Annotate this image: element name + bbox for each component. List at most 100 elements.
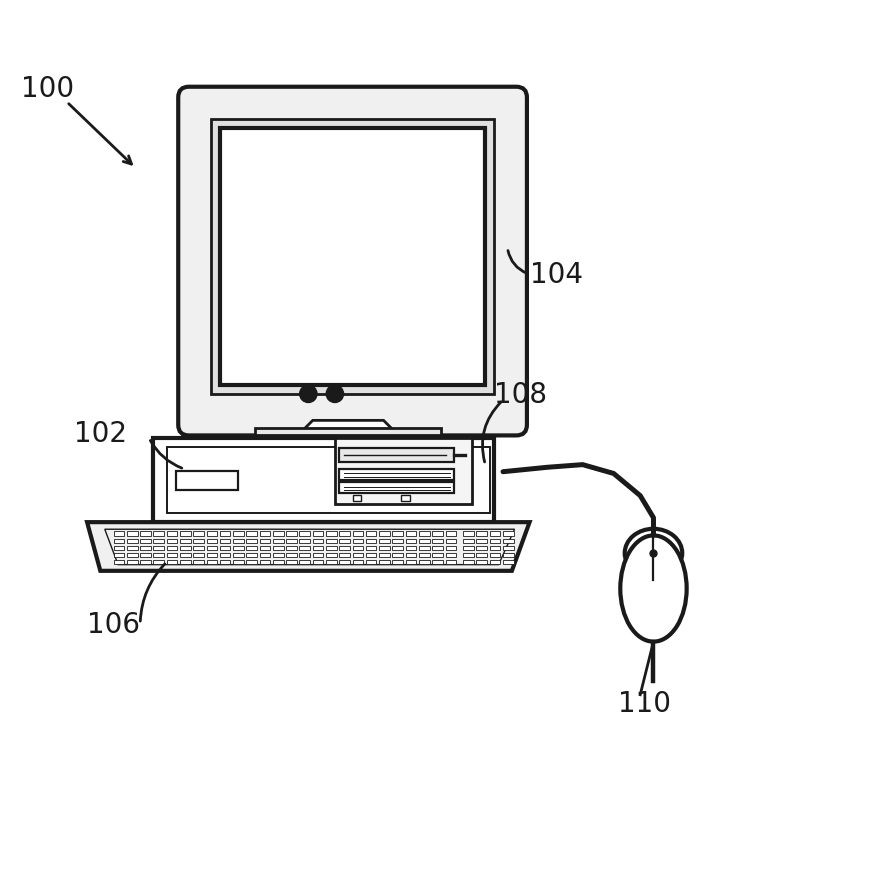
Bar xyxy=(490,545,501,550)
Bar xyxy=(392,538,403,543)
Bar xyxy=(353,559,364,565)
Bar xyxy=(259,538,270,543)
Bar xyxy=(432,545,443,550)
Bar xyxy=(380,545,389,550)
Bar xyxy=(339,448,454,462)
Bar xyxy=(220,128,486,385)
Bar xyxy=(401,495,410,501)
Bar xyxy=(127,545,137,550)
Bar xyxy=(286,559,297,565)
Bar xyxy=(405,545,416,550)
Bar xyxy=(339,531,350,535)
Bar xyxy=(114,531,124,535)
Bar xyxy=(114,552,124,558)
Bar xyxy=(313,559,323,565)
Bar xyxy=(193,552,204,558)
Bar xyxy=(353,552,364,558)
Bar xyxy=(247,538,257,543)
Bar xyxy=(259,531,270,535)
Bar xyxy=(167,447,490,513)
Bar xyxy=(180,559,191,565)
Bar xyxy=(273,531,283,535)
Text: 100: 100 xyxy=(20,75,74,104)
Bar xyxy=(153,559,164,565)
Circle shape xyxy=(327,386,343,402)
Bar xyxy=(446,559,456,565)
Bar xyxy=(127,538,137,543)
Bar xyxy=(207,545,217,550)
Bar xyxy=(233,538,244,543)
Bar xyxy=(273,552,283,558)
Bar xyxy=(335,438,472,504)
Bar xyxy=(140,538,151,543)
Ellipse shape xyxy=(625,529,683,577)
Bar xyxy=(299,531,310,535)
FancyBboxPatch shape xyxy=(178,87,527,435)
Bar xyxy=(193,559,204,565)
Bar xyxy=(211,119,495,394)
Bar xyxy=(273,538,283,543)
Bar xyxy=(153,552,164,558)
Bar xyxy=(180,552,191,558)
Bar xyxy=(392,559,403,565)
Bar xyxy=(353,545,364,550)
Bar xyxy=(463,552,474,558)
Bar xyxy=(180,531,191,535)
Bar xyxy=(167,552,177,558)
Bar xyxy=(405,552,416,558)
Bar xyxy=(286,545,297,550)
Bar xyxy=(193,531,204,535)
Bar xyxy=(153,531,164,535)
Bar xyxy=(233,531,244,535)
Bar xyxy=(477,559,487,565)
Bar xyxy=(366,531,377,535)
Bar xyxy=(255,428,441,435)
Bar xyxy=(392,531,403,535)
Bar xyxy=(339,545,350,550)
Bar xyxy=(233,559,244,565)
Bar xyxy=(380,538,389,543)
Bar xyxy=(233,552,244,558)
Bar xyxy=(405,559,416,565)
Bar xyxy=(419,552,429,558)
Bar xyxy=(153,538,164,543)
Text: 106: 106 xyxy=(87,611,140,639)
Bar xyxy=(259,545,270,550)
Bar xyxy=(299,538,310,543)
Circle shape xyxy=(300,386,316,402)
Bar xyxy=(153,545,164,550)
Bar xyxy=(167,545,177,550)
Bar xyxy=(259,552,270,558)
Bar xyxy=(380,552,389,558)
Bar xyxy=(392,545,403,550)
Bar xyxy=(220,531,231,535)
Bar xyxy=(463,545,474,550)
Bar xyxy=(326,538,337,543)
Bar xyxy=(233,545,244,550)
Bar xyxy=(286,531,297,535)
Text: 104: 104 xyxy=(529,261,583,289)
Bar xyxy=(180,538,191,543)
Bar xyxy=(140,531,151,535)
Bar xyxy=(207,531,217,535)
Bar xyxy=(366,559,377,565)
Bar xyxy=(247,531,257,535)
Bar xyxy=(167,559,177,565)
Bar xyxy=(313,538,323,543)
Bar xyxy=(207,552,217,558)
Bar xyxy=(490,538,501,543)
Bar xyxy=(366,545,377,550)
Bar xyxy=(490,559,501,565)
Bar xyxy=(446,531,456,535)
Polygon shape xyxy=(87,522,529,571)
Bar xyxy=(405,531,416,535)
Bar xyxy=(446,545,456,550)
Bar xyxy=(326,545,337,550)
Bar xyxy=(140,545,151,550)
Bar xyxy=(259,559,270,565)
Bar xyxy=(339,559,350,565)
Bar xyxy=(114,545,124,550)
Bar xyxy=(419,538,429,543)
Bar xyxy=(193,545,204,550)
Bar xyxy=(503,559,513,565)
